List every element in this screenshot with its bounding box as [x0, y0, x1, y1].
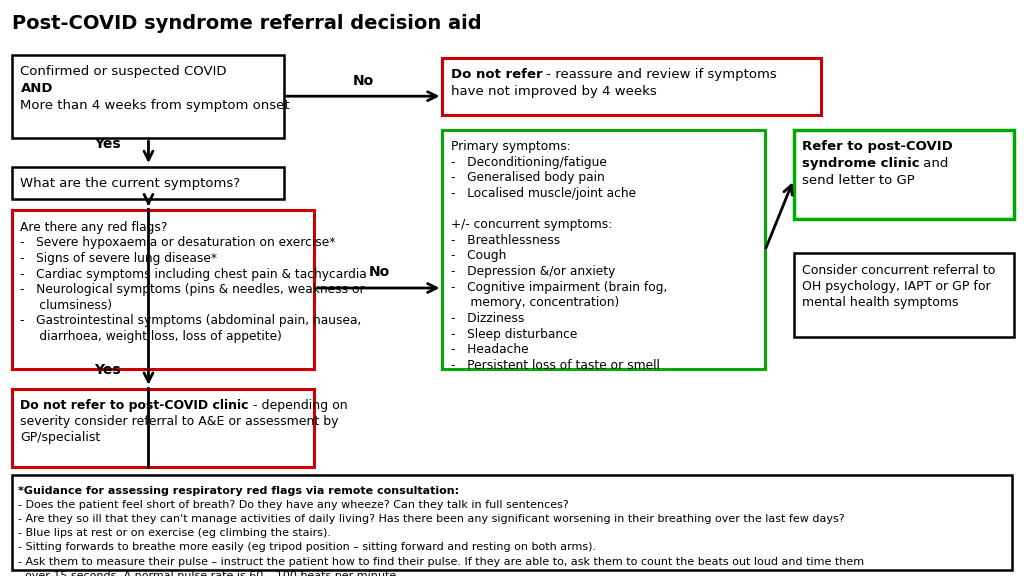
Text: Primary symptoms:: Primary symptoms: — [451, 140, 570, 153]
Text: GP/specialist: GP/specialist — [20, 431, 100, 444]
Text: Post-COVID syndrome referral decision aid: Post-COVID syndrome referral decision ai… — [12, 14, 482, 33]
Text: over 15 seconds. A normal pulse rate is 60 – 100 beats per minute.: over 15 seconds. A normal pulse rate is … — [18, 571, 400, 576]
Text: -   Persistent loss of taste or smell: - Persistent loss of taste or smell — [451, 359, 659, 372]
Text: Yes: Yes — [94, 137, 121, 151]
Text: Do not refer: Do not refer — [451, 68, 542, 81]
Text: Yes: Yes — [94, 363, 121, 377]
Text: clumsiness): clumsiness) — [20, 299, 113, 312]
Text: Are there any red flags?: Are there any red flags? — [20, 221, 168, 234]
Text: +/- concurrent symptoms:: +/- concurrent symptoms: — [451, 218, 611, 231]
Text: AND: AND — [20, 82, 53, 95]
Text: -   Headache: - Headache — [451, 343, 528, 357]
Text: memory, concentration): memory, concentration) — [451, 297, 618, 309]
Text: - Blue lips at rest or on exercise (eg climbing the stairs).: - Blue lips at rest or on exercise (eg c… — [18, 528, 332, 538]
Text: No: No — [353, 74, 374, 88]
Text: *Guidance for assessing respiratory red flags via remote consultation:: *Guidance for assessing respiratory red … — [18, 486, 460, 495]
Text: -   Cognitive impairment (brain fog,: - Cognitive impairment (brain fog, — [451, 281, 667, 294]
Text: have not improved by 4 weeks: have not improved by 4 weeks — [451, 85, 656, 98]
Text: Confirmed or suspected COVID: Confirmed or suspected COVID — [20, 65, 227, 78]
Text: - Sitting forwards to breathe more easily (eg tripod position – sitting forward : - Sitting forwards to breathe more easil… — [18, 543, 597, 552]
Text: - Does the patient feel short of breath? Do they have any wheeze? Can they talk : - Does the patient feel short of breath?… — [18, 500, 569, 510]
Text: -   Signs of severe lung disease*: - Signs of severe lung disease* — [20, 252, 217, 265]
Text: -   Depression &/or anxiety: - Depression &/or anxiety — [451, 265, 615, 278]
Text: -   Cough: - Cough — [451, 249, 506, 263]
Text: syndrome clinic: syndrome clinic — [802, 157, 920, 170]
Text: and: and — [920, 157, 949, 170]
Text: mental health symptoms: mental health symptoms — [802, 296, 958, 309]
Text: - Ask them to measure their pulse – instruct the patient how to find their pulse: - Ask them to measure their pulse – inst… — [18, 556, 864, 567]
Text: -   Dizziness: - Dizziness — [451, 312, 524, 325]
Text: Refer to post-COVID: Refer to post-COVID — [802, 140, 952, 153]
Text: -   Generalised body pain: - Generalised body pain — [451, 171, 604, 184]
Text: - depending on: - depending on — [249, 399, 347, 412]
FancyBboxPatch shape — [12, 167, 284, 199]
Text: -   Neurological symptoms (pins & needles, weakness or: - Neurological symptoms (pins & needles,… — [20, 283, 366, 296]
Text: Consider concurrent referral to: Consider concurrent referral to — [802, 264, 995, 277]
FancyBboxPatch shape — [442, 130, 765, 369]
Text: No: No — [369, 266, 389, 279]
Text: Do not refer to post-COVID clinic: Do not refer to post-COVID clinic — [20, 399, 249, 412]
FancyBboxPatch shape — [12, 475, 1012, 570]
FancyBboxPatch shape — [794, 130, 1014, 219]
Text: - Are they so ill that they can't manage activities of daily living? Has there b: - Are they so ill that they can't manage… — [18, 514, 845, 524]
Text: -   Localised muscle/joint ache: - Localised muscle/joint ache — [451, 187, 636, 200]
Text: -   Severe hypoxaemia or desaturation on exercise*: - Severe hypoxaemia or desaturation on e… — [20, 236, 336, 249]
Text: OH psychology, IAPT or GP for: OH psychology, IAPT or GP for — [802, 280, 990, 293]
Text: severity consider referral to A&E or assessment by: severity consider referral to A&E or ass… — [20, 415, 339, 428]
Text: diarrhoea, weight loss, loss of appetite): diarrhoea, weight loss, loss of appetite… — [20, 330, 283, 343]
Text: send letter to GP: send letter to GP — [802, 174, 914, 187]
Text: What are the current symptoms?: What are the current symptoms? — [20, 177, 241, 191]
Text: More than 4 weeks from symptom onset: More than 4 weeks from symptom onset — [20, 99, 290, 112]
Text: -   Gastrointestinal symptoms (abdominal pain, nausea,: - Gastrointestinal symptoms (abdominal p… — [20, 314, 361, 328]
Text: -   Breathlessness: - Breathlessness — [451, 234, 560, 247]
Text: -   Sleep disturbance: - Sleep disturbance — [451, 328, 577, 340]
FancyBboxPatch shape — [12, 389, 314, 467]
Text: -   Deconditioning/fatigue: - Deconditioning/fatigue — [451, 156, 606, 169]
FancyBboxPatch shape — [12, 210, 314, 369]
Text: -   Cardiac symptoms including chest pain & tachycardia: - Cardiac symptoms including chest pain … — [20, 267, 368, 281]
FancyBboxPatch shape — [794, 253, 1014, 337]
Text: - reassure and review if symptoms: - reassure and review if symptoms — [542, 68, 777, 81]
FancyBboxPatch shape — [12, 55, 284, 138]
FancyBboxPatch shape — [442, 58, 821, 115]
